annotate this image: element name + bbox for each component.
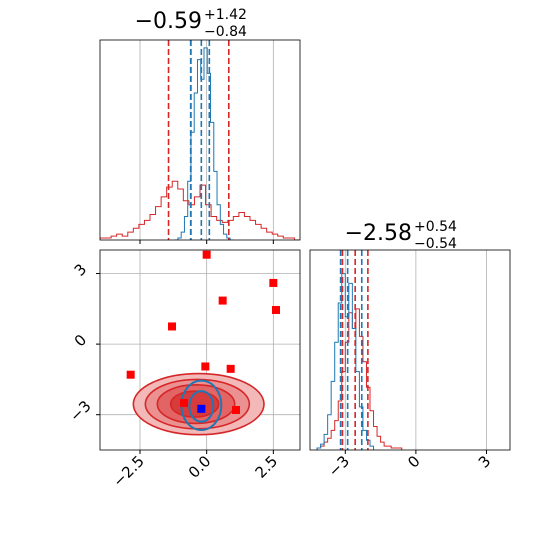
histy-title: −2.58 +0.54−0.54 xyxy=(345,219,457,252)
histx-title-lower: −0.84 xyxy=(204,24,247,40)
histx-blue-series xyxy=(174,47,234,240)
histy-title-upper: +0.54 xyxy=(414,219,457,235)
joint-series-group xyxy=(126,250,280,436)
joint-blue-contour xyxy=(188,390,215,423)
y-tick-label: 3 xyxy=(71,260,90,279)
histy-title-value: −2.58 xyxy=(345,221,412,246)
joint-red-point xyxy=(180,398,188,407)
joint-red-point xyxy=(168,322,176,331)
histx-title-value: −0.59 xyxy=(135,9,202,34)
y-tick-label: −3 xyxy=(66,397,94,425)
joint-red-point xyxy=(226,364,235,373)
histy-title-lower: −0.54 xyxy=(414,236,457,252)
histy-tick-label: −3 xyxy=(325,452,353,480)
y-tick-label: 0 xyxy=(71,331,90,350)
joint-blue-point xyxy=(197,404,206,413)
joint-red-point xyxy=(126,370,135,379)
joint-red-point xyxy=(201,362,210,371)
joint-red-point xyxy=(202,250,211,259)
panel-frame-histY xyxy=(309,249,511,451)
histy-blue-series xyxy=(316,273,375,450)
histy-series-group xyxy=(316,250,403,450)
histx-series-group xyxy=(100,40,300,240)
joint-red-point xyxy=(218,296,227,305)
histx-title: −0.59 +1.42−0.84 xyxy=(135,7,247,40)
joint-red-point xyxy=(272,306,280,314)
panel-frame-histX xyxy=(99,39,301,241)
x-tick-label: −2.5 xyxy=(109,452,147,490)
joint-red-point xyxy=(269,278,278,287)
histx-red-series xyxy=(100,180,300,240)
histy-tick-label: 3 xyxy=(475,452,494,471)
x-tick-label: 2.5 xyxy=(252,452,282,482)
histy-tick-label: 0 xyxy=(404,452,423,471)
x-tick-label: 0.0 xyxy=(185,452,215,482)
panel-frame-joint xyxy=(99,249,301,451)
histx-title-upper: +1.42 xyxy=(204,7,247,23)
joint-red-point xyxy=(232,406,240,414)
